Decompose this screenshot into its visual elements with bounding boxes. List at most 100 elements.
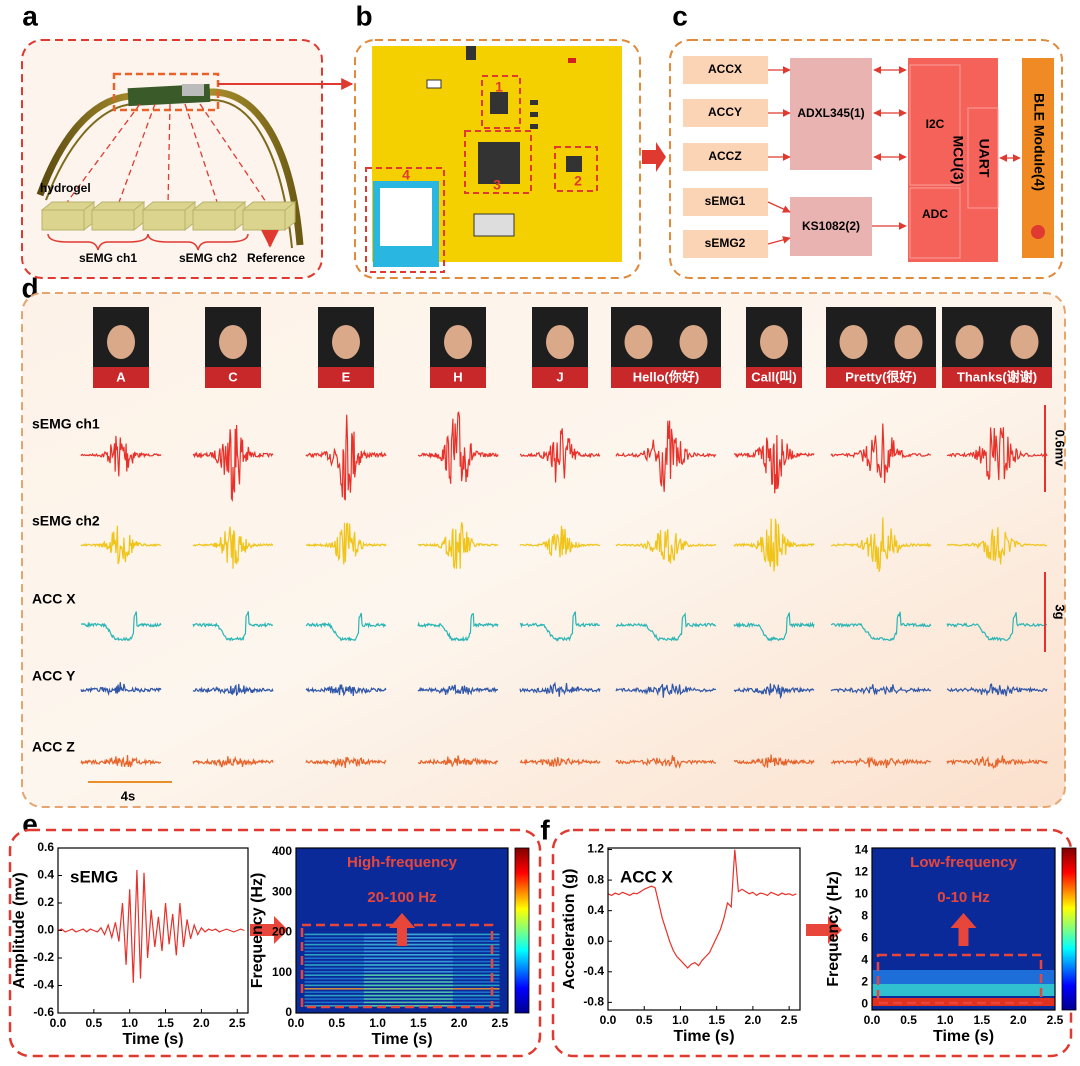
y-axis-label: Amplitude (mv) (11, 872, 28, 988)
heatmap-band (363, 957, 453, 959)
y-tick-label: 0.6 (37, 840, 54, 854)
heatmap-band (363, 991, 453, 993)
y-tick-label: -0.4 (33, 978, 54, 992)
x-tick-label: 1.5 (708, 1013, 725, 1027)
trace (305, 684, 387, 697)
trace (615, 755, 717, 769)
gesture-label-bar (430, 367, 486, 388)
label: 2 (574, 173, 582, 189)
y-tick-label: 0.4 (37, 868, 54, 882)
plot-frame (607, 847, 801, 1011)
hand (546, 325, 574, 359)
label: 1 (495, 79, 503, 95)
x-tick-label: 0.5 (900, 1013, 917, 1027)
heatmap-band (363, 1001, 453, 1004)
y-tick-label: 4 (861, 953, 868, 967)
label: sEMG ch1 (79, 251, 137, 265)
y-tick-label: 2 (861, 975, 868, 989)
trace (305, 756, 387, 769)
trace (830, 611, 932, 641)
x-tick-label: 2.0 (193, 1016, 210, 1030)
gesture-label: Call(叫) (751, 369, 797, 384)
plot-frame (295, 847, 509, 1014)
gesture-label-bar (532, 367, 588, 388)
hand (107, 325, 135, 359)
heatmap-band (363, 994, 453, 997)
trace (417, 684, 499, 696)
y-tick-label: 12 (855, 864, 869, 878)
arrow (250, 916, 288, 944)
block-label: I2C (926, 117, 945, 131)
x-tick-label: 1.5 (973, 1013, 990, 1027)
arrow (950, 913, 977, 946)
colorbar (514, 847, 530, 1014)
hand (679, 325, 708, 359)
trace (615, 420, 717, 492)
x-axis-label: Time (s) (371, 1031, 432, 1048)
gesture-label-bar (826, 367, 936, 388)
row-label: ACC Y (32, 668, 76, 684)
dashed-box (300, 923, 494, 1009)
trace (417, 755, 498, 768)
colorbar (1061, 847, 1077, 1011)
trace (946, 527, 1048, 565)
heatmap-band (363, 943, 453, 946)
trace (80, 525, 162, 565)
x-tick-label: 2.5 (229, 1016, 246, 1030)
y-tick-label: 14 (855, 842, 869, 856)
heatmap-band (363, 937, 453, 939)
y-tick-label: -0.2 (33, 950, 54, 964)
trace (80, 682, 162, 696)
label: 3 (493, 177, 501, 193)
heatmap-band (872, 984, 1055, 996)
gesture-label-bar (746, 367, 802, 388)
trace (192, 611, 274, 642)
trace (519, 428, 601, 483)
x-tick-label: 0.0 (288, 1016, 305, 1030)
hand (219, 325, 247, 359)
annotation: 0-10 Hz (937, 889, 990, 906)
x-tick-label: 2.5 (781, 1013, 798, 1027)
panel-label: c (672, 0, 688, 31)
x-axis-label: Time (s) (933, 1028, 994, 1045)
x-tick-label: 0.5 (636, 1013, 653, 1027)
heatmap-band (363, 954, 453, 956)
gesture-label-bar (93, 367, 149, 388)
gesture-label-bar (205, 367, 261, 388)
label: hydrogel (40, 181, 91, 195)
block-label: KS1082(2) (802, 219, 860, 233)
scale-label: 3g (1053, 604, 1068, 619)
trace (305, 414, 387, 501)
x-tick-label: 1.0 (937, 1013, 954, 1027)
x-tick-label: 1.0 (672, 1013, 689, 1027)
y-tick-label: 8 (861, 908, 868, 922)
arrow (389, 913, 415, 946)
trace (830, 756, 932, 769)
gesture-label: E (342, 369, 351, 384)
annotation: Low-frequency (910, 854, 1017, 871)
hand (444, 325, 472, 359)
x-tick-label: 2.0 (1010, 1013, 1027, 1027)
trace (192, 755, 274, 768)
trace (615, 529, 717, 564)
input-label: ACCZ (708, 149, 741, 163)
trace (830, 423, 932, 483)
y-tick-label: 200 (272, 925, 292, 939)
gesture-label-bar (942, 367, 1052, 388)
trace (80, 755, 161, 768)
x-axis-label: Time (s) (122, 1031, 183, 1048)
input-label: sEMG1 (705, 194, 746, 208)
heatmap-band (363, 984, 453, 987)
x-tick-label: 1.5 (157, 1016, 174, 1030)
x-tick-label: 0.0 (50, 1016, 67, 1030)
charts: 0.0 0.5 1.0 1.5 2.0 2.5 -0.6 -0.4 -0.2 0.0 0.2 0.4 0… (11, 840, 1077, 1048)
trace (733, 683, 815, 700)
annotation: High-frequency (347, 854, 458, 871)
hand (955, 325, 984, 359)
trace (417, 613, 499, 642)
line (607, 849, 797, 969)
y-tick-label: 0.8 (587, 872, 604, 886)
x-tick-label: 2.0 (451, 1016, 468, 1030)
y-tick-label: -0.4 (583, 964, 604, 978)
trace (830, 684, 932, 696)
